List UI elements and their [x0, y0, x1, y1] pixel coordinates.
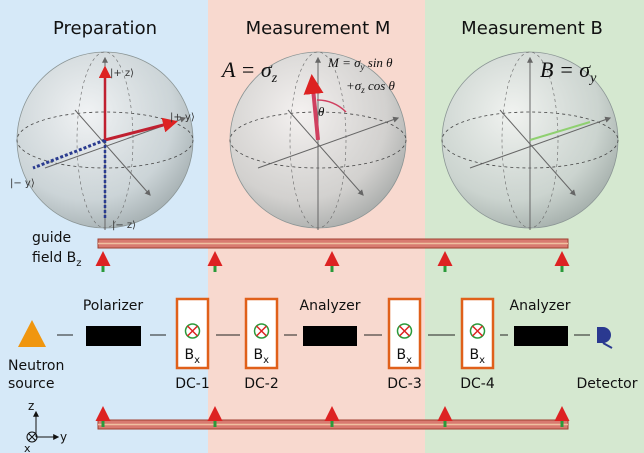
formula-m: M = σy sin θ [327, 55, 393, 72]
state-label: |+ y⟩ [170, 112, 195, 123]
dc-coil: Bx DC-2 [244, 299, 279, 392]
formula-part: sin θ [365, 55, 394, 70]
analyzer-label: Analyzer [300, 298, 361, 314]
axis-label: z [28, 399, 34, 413]
formula-sub: z [271, 71, 278, 86]
formula-sub: y [588, 71, 597, 86]
bx-sub: x [194, 355, 200, 366]
guide-label-sub: z [76, 258, 81, 269]
state-label: |− y⟩ [10, 178, 35, 189]
panel-title: Preparation [53, 18, 157, 39]
state-label: |− z⟩ [112, 220, 136, 231]
axis-label: y [60, 430, 67, 444]
spheres [17, 52, 618, 230]
theta: θ [318, 104, 325, 119]
formula-m2: +σz cos θ [346, 78, 396, 95]
formula-part: cos θ [365, 78, 396, 93]
analyzer-label: Analyzer [510, 298, 571, 314]
analyzer-block [514, 326, 568, 346]
dc-coil: Bx DC-1 [175, 299, 210, 392]
formula-a: A = σz [220, 57, 278, 86]
state-label: |+ z⟩ [110, 68, 134, 79]
dc-coil: Bx DC-4 [460, 299, 495, 392]
source-label: Neutron [8, 358, 64, 374]
dc-label: DC-3 [387, 376, 422, 392]
source-label: source [8, 376, 55, 392]
panel-title: Measurement B [461, 18, 603, 39]
diagram: Preparation Measurement M Measurement B … [0, 0, 644, 453]
dc-label: DC-1 [175, 376, 210, 392]
dc-label: DC-4 [460, 376, 495, 392]
bx-base: B [397, 347, 407, 363]
detector-label: Detector [576, 376, 637, 392]
bx-sub: x [479, 355, 485, 366]
formula-part: A = σ [220, 57, 273, 82]
bx-sub: x [406, 355, 412, 366]
polarizer-block [86, 326, 141, 346]
analyzer-block [303, 326, 357, 346]
bx-base: B [185, 347, 195, 363]
formula-part: B = σ [540, 57, 591, 82]
bx-base: B [254, 347, 264, 363]
guide-label-part: field B [32, 250, 76, 266]
guide-label: guide [32, 230, 71, 246]
dc-label: DC-2 [244, 376, 279, 392]
formula-part: +σ [346, 78, 362, 93]
bx-base: B [470, 347, 480, 363]
axis-label: x [24, 442, 31, 453]
formula-part: M = σ [327, 55, 361, 70]
formula-b: B = σy [540, 57, 597, 86]
polarizer-label: Polarizer [83, 298, 144, 314]
bloch-sphere [17, 52, 193, 230]
dc-coil: Bx DC-3 [387, 299, 422, 392]
panel-title: Measurement M [246, 18, 391, 39]
bx-sub: x [263, 355, 269, 366]
